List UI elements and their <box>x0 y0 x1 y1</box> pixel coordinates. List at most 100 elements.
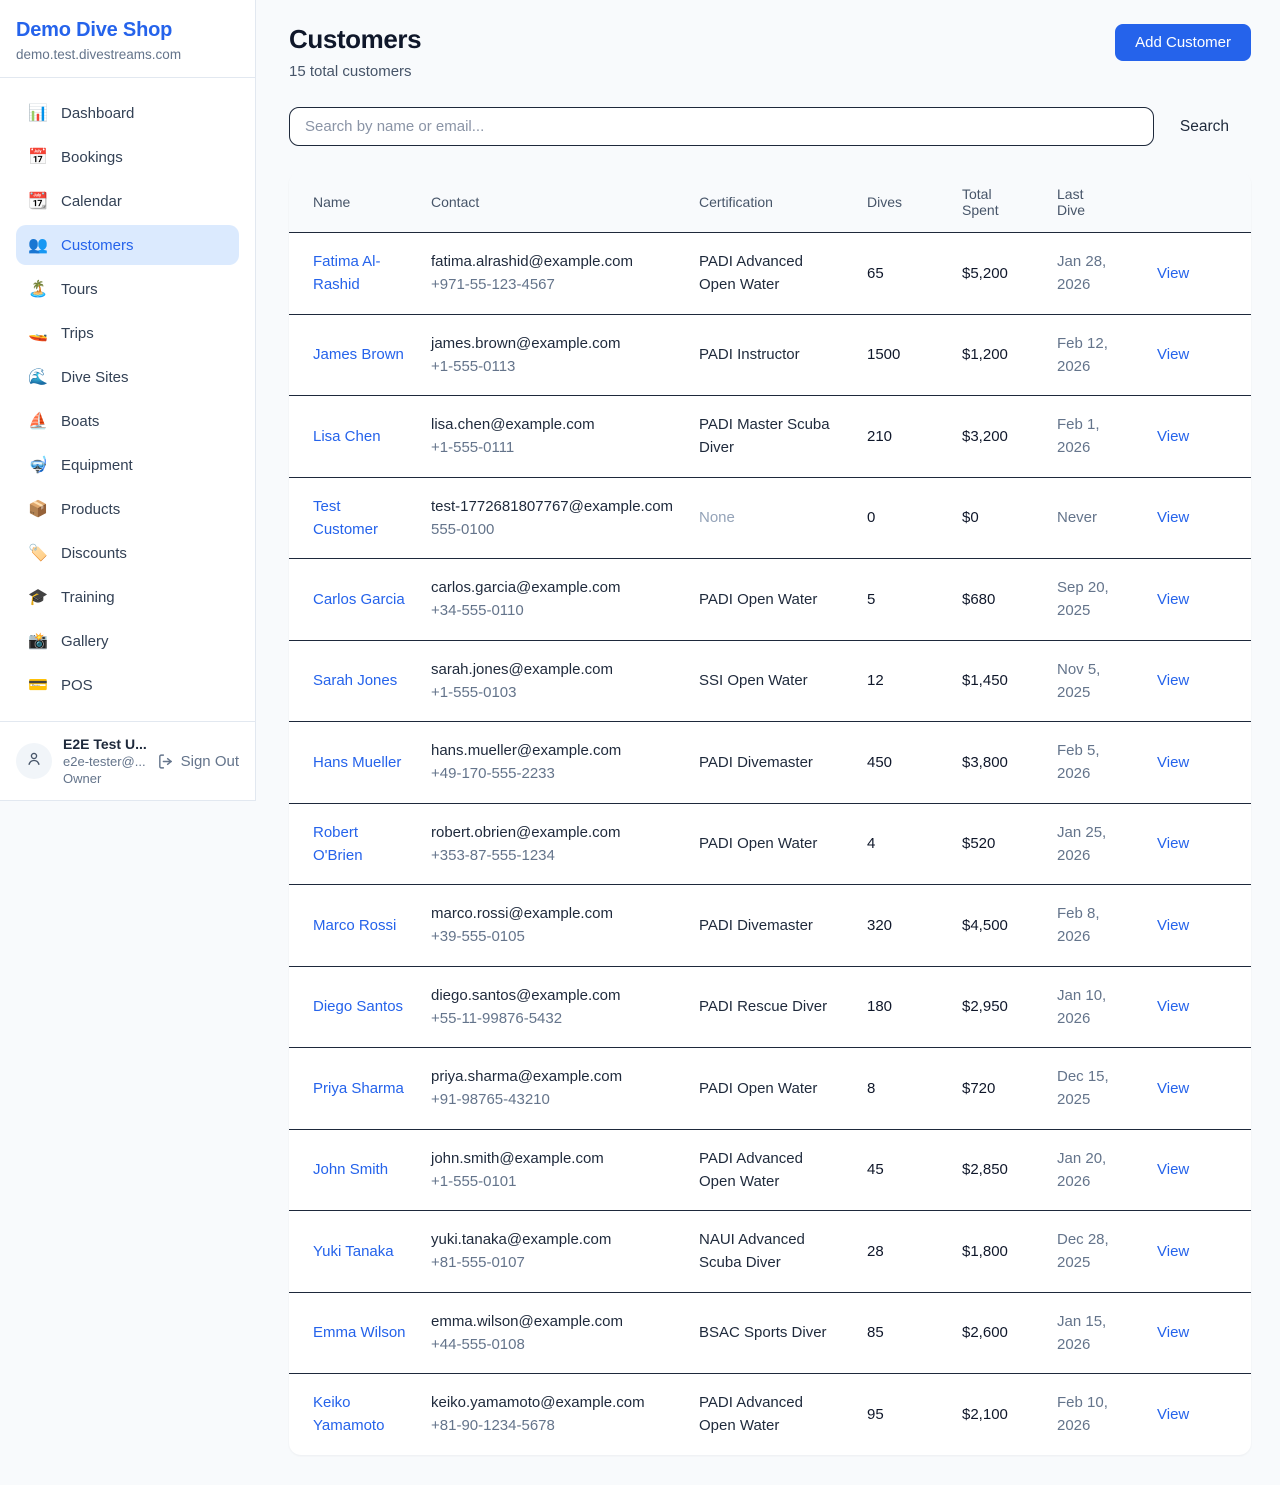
customer-name-link[interactable]: Marco Rossi <box>313 916 397 934</box>
dives-cell: 4 <box>867 835 876 853</box>
credit-card-icon: 💳 <box>28 677 48 694</box>
sidebar-item-tours[interactable]: 🏝️ Tours <box>16 269 239 309</box>
avatar <box>16 743 52 779</box>
customer-name-link[interactable]: Priya Sharma <box>313 1079 404 1097</box>
sidebar-item-label: Bookings <box>61 148 123 166</box>
shop-header: Demo Dive Shop demo.test.divestreams.com <box>0 0 255 78</box>
last-dive-cell: Nov 5, 2025 <box>1057 660 1101 701</box>
customer-name-link[interactable]: James Brown <box>313 346 404 364</box>
view-link[interactable]: View <box>1157 916 1190 934</box>
sidebar-item-products[interactable]: 📦 Products <box>16 489 239 529</box>
customer-count: 15 total customers <box>289 63 412 80</box>
last-dive-cell: Dec 15, 2025 <box>1057 1068 1109 1109</box>
dives-cell: 85 <box>867 1324 884 1342</box>
total-spent-cell: $720 <box>962 1079 996 1097</box>
total-spent-cell: $2,100 <box>962 1405 1008 1423</box>
column-header-name: Name <box>289 172 419 233</box>
camera-icon: 📸 <box>28 633 48 650</box>
view-link[interactable]: View <box>1157 509 1190 527</box>
certification-cell: NAUI Advanced Scuba Diver <box>699 1231 805 1272</box>
view-link[interactable]: View <box>1157 427 1190 445</box>
customer-row: Emma Wilson emma.wilson@example.com +44-55… <box>289 1292 1251 1374</box>
certification-cell: PADI Open Water <box>699 1079 818 1097</box>
search-row: Search <box>289 107 1251 146</box>
search-input[interactable] <box>289 107 1154 146</box>
sidebar-item-bookings[interactable]: 📅 Bookings <box>16 137 239 177</box>
certification-cell: PADI Advanced Open Water <box>699 253 803 294</box>
sidebar-item-dashboard[interactable]: 📊 Dashboard <box>16 93 239 133</box>
customer-phone: +1-555-0101 <box>431 1172 517 1190</box>
sidebar-item-dive-sites[interactable]: 🌊 Dive Sites <box>16 357 239 397</box>
customer-row: Fatima Al-Rashid fatima.alrashid@example.… <box>289 232 1251 315</box>
customer-name-link[interactable]: Hans Mueller <box>313 753 402 771</box>
total-spent-cell: $1,450 <box>962 672 1008 690</box>
customer-name-link[interactable]: Robert O'Brien <box>313 823 363 864</box>
sidebar-item-label: Customers <box>61 236 134 254</box>
customer-name-link[interactable]: Keiko Yamamoto <box>313 1394 385 1435</box>
sidebar-item-trips[interactable]: 🚤 Trips <box>16 313 239 353</box>
add-customer-button[interactable]: Add Customer <box>1115 24 1251 61</box>
customer-email: keiko.yamamoto@example.com <box>431 1394 645 1411</box>
certification-cell: None <box>699 509 735 527</box>
view-link[interactable]: View <box>1157 753 1190 771</box>
customer-name-link[interactable]: Fatima Al-Rashid <box>313 253 381 294</box>
view-link[interactable]: View <box>1157 1242 1190 1260</box>
last-dive-cell: Jan 20, 2026 <box>1057 1149 1107 1190</box>
view-link[interactable]: View <box>1157 1161 1190 1179</box>
sidebar-item-pos[interactable]: 💳 POS <box>16 665 239 705</box>
view-link[interactable]: View <box>1157 590 1190 608</box>
total-spent-cell: $2,850 <box>962 1161 1008 1179</box>
view-link[interactable]: View <box>1157 264 1190 282</box>
total-spent-cell: $680 <box>962 590 996 608</box>
package-icon: 📦 <box>28 501 48 518</box>
certification-cell: PADI Advanced Open Water <box>699 1394 803 1435</box>
customer-row: Test Customer test-1772681807767@example.… <box>289 477 1251 559</box>
total-spent-cell: $2,600 <box>962 1324 1008 1342</box>
certification-cell: PADI Divemaster <box>699 753 813 771</box>
customer-phone: +353-87-555-1234 <box>431 846 555 864</box>
sidebar: Demo Dive Shop demo.test.divestreams.com… <box>0 0 256 801</box>
customer-name-link[interactable]: Emma Wilson <box>313 1324 406 1342</box>
customer-email: test-1772681807767@example.com <box>431 497 674 515</box>
search-button[interactable]: Search <box>1179 117 1229 135</box>
customer-phone: +49-170-555-2233 <box>431 765 555 783</box>
customer-name-link[interactable]: Sarah Jones <box>313 672 398 690</box>
user-box: E2E Test U... e2e-tester@... Owner Sign … <box>0 721 255 800</box>
customer-phone: +55-11-99876-5432 <box>431 1009 563 1027</box>
sidebar-item-training[interactable]: 🎓 Training <box>16 577 239 617</box>
view-link[interactable]: View <box>1157 1079 1190 1097</box>
tag-icon: 🏷️ <box>28 545 48 562</box>
certification-cell: PADI Divemaster <box>699 916 813 934</box>
view-link[interactable]: View <box>1157 998 1190 1016</box>
customer-phone: 555-0100 <box>431 520 495 538</box>
sign-out-button[interactable]: Sign Out <box>157 753 239 770</box>
view-link[interactable]: View <box>1157 1324 1190 1342</box>
total-spent-cell: $520 <box>962 835 996 853</box>
sidebar-item-customers[interactable]: 👥 Customers <box>16 225 239 265</box>
view-link[interactable]: View <box>1157 672 1190 690</box>
customer-email: yuki.tanaka@example.com <box>431 1231 612 1248</box>
sidebar-item-calendar[interactable]: 📆 Calendar <box>16 181 239 221</box>
sidebar-item-gallery[interactable]: 📸 Gallery <box>16 621 239 661</box>
view-link[interactable]: View <box>1157 346 1190 364</box>
sidebar-item-boats[interactable]: ⛵ Boats <box>16 401 239 441</box>
view-link[interactable]: View <box>1157 835 1190 853</box>
customer-row: Robert O'Brien robert.obrien@example.com +… <box>289 803 1251 885</box>
customer-name-link[interactable]: John Smith <box>313 1161 389 1179</box>
customer-name-link[interactable]: Test Customer <box>313 497 379 538</box>
page-header: Customers 15 total customers Add Custome… <box>289 24 1251 80</box>
customer-phone: +39-555-0105 <box>431 928 525 946</box>
customer-email: diego.santos@example.com <box>431 986 621 1004</box>
customer-name-link[interactable]: Diego Santos <box>313 998 404 1016</box>
certification-cell: PADI Advanced Open Water <box>699 1149 803 1190</box>
view-link[interactable]: View <box>1157 1405 1190 1423</box>
customer-name-link[interactable]: Lisa Chen <box>313 427 381 445</box>
sidebar-nav: 📊 Dashboard 📅 Bookings 📆 Calendar 👥 Customers 🏝️… <box>0 78 255 721</box>
sidebar-item-discounts[interactable]: 🏷️ Discounts <box>16 533 239 573</box>
shop-domain: demo.test.divestreams.com <box>16 47 182 62</box>
customer-name-link[interactable]: Yuki Tanaka <box>313 1242 394 1260</box>
shop-name: Demo Dive Shop <box>16 19 173 41</box>
customer-name-link[interactable]: Carlos Garcia <box>313 590 405 608</box>
sidebar-item-equipment[interactable]: 🤿 Equipment <box>16 445 239 485</box>
customer-email: carlos.garcia@example.com <box>431 579 621 596</box>
